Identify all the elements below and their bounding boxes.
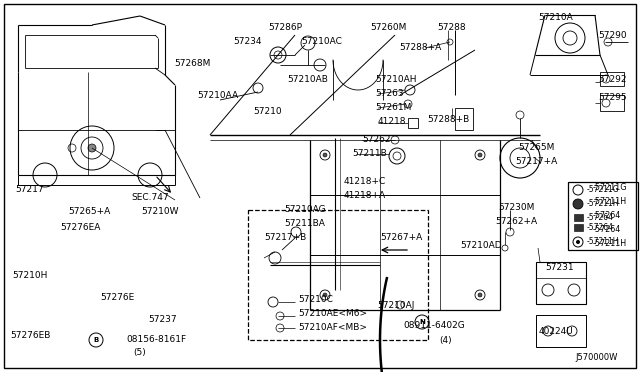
Text: 57210A: 57210A [539,13,573,22]
Text: 57210AB: 57210AB [287,76,328,84]
Text: 57276E: 57276E [100,294,134,302]
Circle shape [323,293,327,297]
Text: 41218: 41218 [378,118,406,126]
Text: SEC.747: SEC.747 [131,193,169,202]
Text: 57288+B: 57288+B [427,115,469,125]
Text: 57217+A: 57217+A [515,157,557,167]
Bar [568,182,638,250]
Text: 57261M: 57261M [375,103,412,112]
Text: 57237: 57237 [148,315,177,324]
Text: 57210AA: 57210AA [197,92,239,100]
Circle shape [573,199,583,209]
Text: 57230M: 57230M [498,203,534,212]
Text: 57268M: 57268M [174,60,210,68]
Text: 57231: 57231 [546,263,574,273]
Text: 57211B: 57211B [352,150,387,158]
Bar [455,108,473,130]
Text: 57276EB: 57276EB [10,330,50,340]
Bar [600,95,624,111]
Bar [408,118,418,128]
Text: -57264: -57264 [587,224,614,232]
Text: (4): (4) [440,336,452,344]
Text: 57210: 57210 [253,108,282,116]
Text: 57262+A: 57262+A [495,218,537,227]
Text: (5): (5) [134,347,147,356]
Text: -57264: -57264 [587,214,614,222]
Text: 57210AJ: 57210AJ [378,301,415,310]
Text: 57288: 57288 [438,23,467,32]
Text: -57211H: -57211H [587,237,620,247]
Text: 57210AE<M6>: 57210AE<M6> [298,310,367,318]
Text: 57211BA: 57211BA [284,219,325,228]
Text: -57211H: -57211H [593,198,627,206]
Text: -57211H: -57211H [587,199,620,208]
Circle shape [478,153,482,157]
Text: 57210C: 57210C [298,295,333,305]
Text: 57288+A: 57288+A [399,44,441,52]
Text: 57265M: 57265M [518,144,554,153]
Text: 57262: 57262 [362,135,390,144]
Circle shape [88,144,96,152]
Text: J570000W: J570000W [575,353,618,362]
Text: 57210H: 57210H [12,270,48,279]
Text: 40224U: 40224U [539,327,573,337]
Text: 57263: 57263 [375,90,404,99]
Bar [248,210,428,340]
Text: 08911-6402G: 08911-6402G [403,321,465,330]
Text: -57211H: -57211H [593,240,627,248]
Text: 57295: 57295 [598,93,627,103]
Bar [574,214,583,221]
Text: 57292: 57292 [598,76,627,84]
Circle shape [576,240,580,244]
Text: 57290: 57290 [598,32,627,41]
Bar [574,224,583,231]
Text: -57264: -57264 [593,225,621,234]
Text: -57211G: -57211G [593,183,627,192]
Bar [600,72,624,86]
Text: 57210AH: 57210AH [375,76,417,84]
Text: 57267+A: 57267+A [380,234,422,243]
Text: 41218+A: 41218+A [344,192,386,201]
Text: 57210AD: 57210AD [460,241,502,250]
Text: 57265+A: 57265+A [68,208,110,217]
Text: 57210AC: 57210AC [301,38,342,46]
Text: 57217: 57217 [16,186,44,195]
Text: -57211G: -57211G [587,186,620,195]
Text: B: B [93,337,99,343]
Text: 57234: 57234 [234,38,262,46]
Bar [536,262,586,304]
Text: 08156-8161F: 08156-8161F [126,336,186,344]
Circle shape [478,293,482,297]
Text: 57260M: 57260M [370,23,406,32]
Text: 57286P: 57286P [268,23,302,32]
Text: 57217+B: 57217+B [264,234,307,243]
Text: 57210W: 57210W [141,208,179,217]
Text: N: N [419,319,425,325]
Text: -57264: -57264 [593,212,621,221]
Text: 41218+C: 41218+C [344,177,387,186]
Text: 57210AG: 57210AG [284,205,326,215]
Text: 57210AF<MB>: 57210AF<MB> [298,324,367,333]
Bar [536,315,586,347]
Text: 57276EA: 57276EA [60,224,100,232]
Circle shape [323,153,327,157]
